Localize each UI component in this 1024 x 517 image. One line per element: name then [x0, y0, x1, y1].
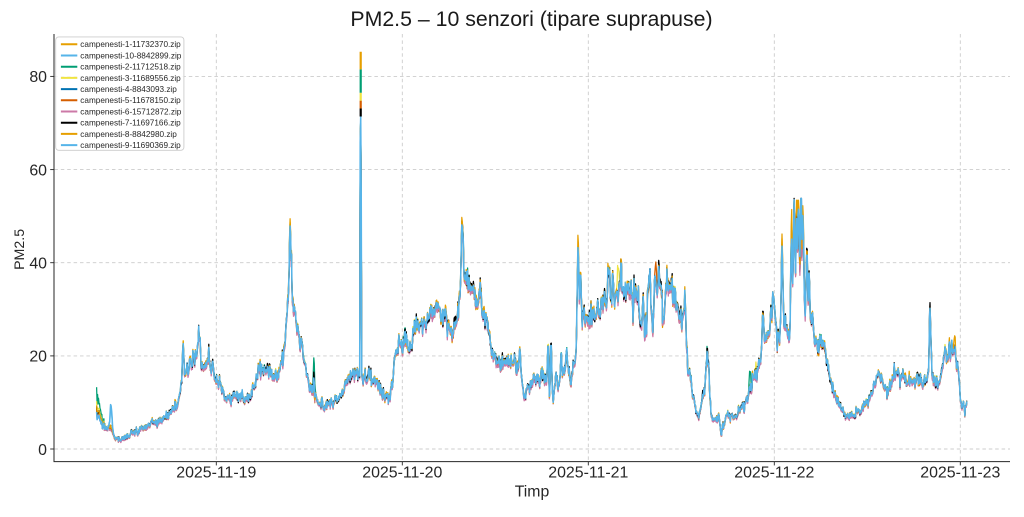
- svg-text:2025-11-21: 2025-11-21: [548, 465, 628, 482]
- svg-text:campenesti-10-8842899.zip: campenesti-10-8842899.zip: [80, 51, 181, 60]
- svg-text:campenesti-8-8842980.zip: campenesti-8-8842980.zip: [80, 130, 177, 139]
- svg-text:PM2.5: PM2.5: [12, 229, 28, 270]
- svg-text:campenesti-3-11689556.zip: campenesti-3-11689556.zip: [80, 74, 181, 83]
- svg-text:0: 0: [38, 442, 47, 459]
- svg-text:campenesti-1-11732370.zip: campenesti-1-11732370.zip: [80, 40, 181, 49]
- svg-text:PM2.5 – 10 senzori (tipare sup: PM2.5 – 10 senzori (tipare suprapuse): [350, 7, 712, 31]
- svg-text:2025-11-19: 2025-11-19: [176, 465, 256, 482]
- svg-text:2025-11-23: 2025-11-23: [920, 465, 1000, 482]
- svg-text:20: 20: [29, 349, 47, 366]
- svg-text:campenesti-5-11678150.zip: campenesti-5-11678150.zip: [80, 96, 181, 105]
- svg-text:campenesti-7-11697166.zip: campenesti-7-11697166.zip: [80, 119, 181, 128]
- svg-text:80: 80: [29, 69, 47, 86]
- svg-text:2025-11-22: 2025-11-22: [734, 465, 814, 482]
- svg-text:campenesti-6-15712872.zip: campenesti-6-15712872.zip: [80, 107, 181, 116]
- svg-text:Timp: Timp: [515, 483, 550, 500]
- svg-text:2025-11-20: 2025-11-20: [362, 465, 442, 482]
- svg-text:campenesti-2-11712518.zip: campenesti-2-11712518.zip: [80, 63, 181, 72]
- svg-text:40: 40: [29, 256, 47, 273]
- svg-text:campenesti-4-8843093.zip: campenesti-4-8843093.zip: [80, 85, 177, 94]
- svg-text:campenesti-9-11690369.zip: campenesti-9-11690369.zip: [80, 141, 181, 150]
- svg-text:60: 60: [29, 162, 47, 179]
